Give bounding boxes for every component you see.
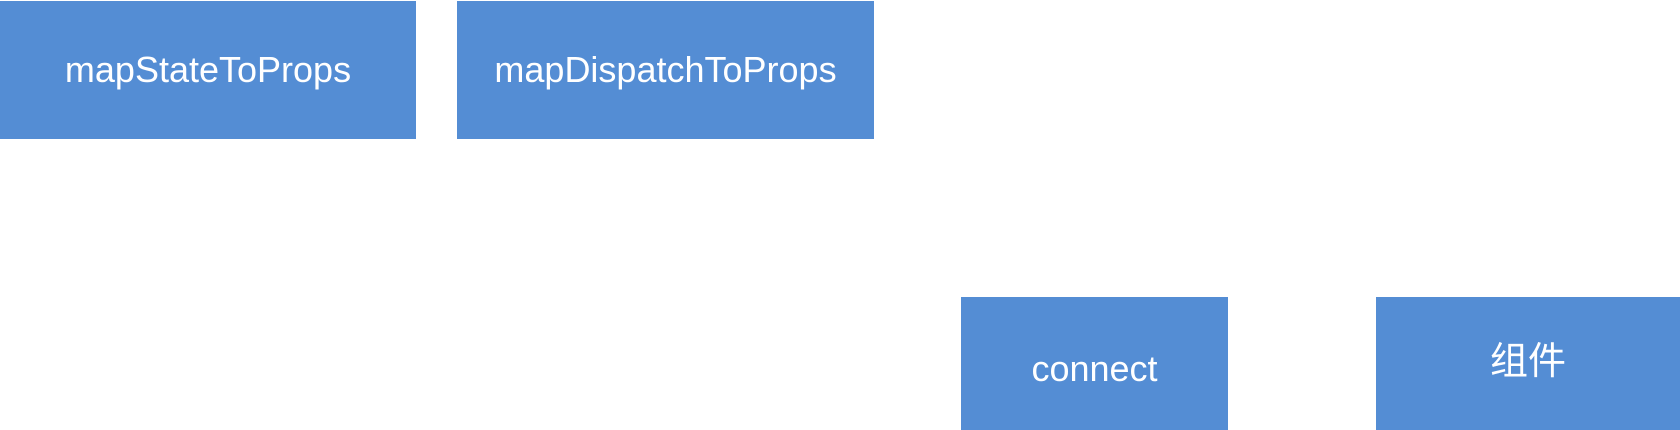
map-state-to-props-label: mapStateToProps	[64, 49, 352, 90]
map-dispatch-to-props-box: mapDispatchToProps	[457, 1, 874, 139]
map-dispatch-to-props-label: mapDispatchToProps	[494, 49, 837, 90]
connect-label: connect	[1031, 347, 1158, 389]
map-state-to-props-box: mapStateToProps	[0, 1, 416, 139]
component-label: 组件	[1489, 338, 1566, 383]
component-box: 组件	[1376, 297, 1680, 430]
connect-box: connect	[961, 297, 1228, 430]
